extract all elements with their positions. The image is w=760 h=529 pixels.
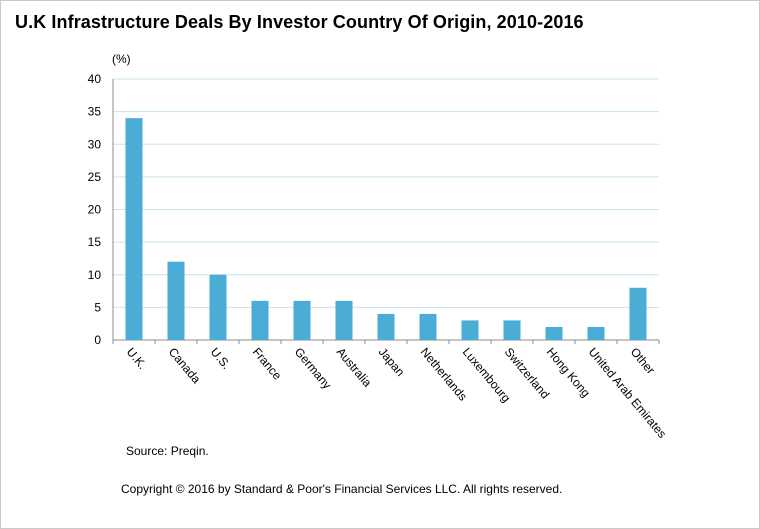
chart-title: U.K Infrastructure Deals By Investor Cou… [15,12,584,32]
y-tick-label: 30 [88,137,102,151]
bar [545,326,563,340]
bar [377,313,395,340]
bar [419,313,437,340]
x-tick-label: U.S. [208,345,234,372]
x-tick-label: Canada [166,345,204,386]
source-note: Source: Preqin. [126,444,209,458]
y-tick-label: 15 [88,235,102,249]
bar [125,118,143,341]
x-tick-label: U.K. [124,345,150,372]
y-tick-label: 5 [94,300,101,314]
y-tick-label: 25 [88,170,102,184]
x-tick-label: Germany [292,345,334,392]
y-tick-label: 35 [88,105,102,119]
bar [209,274,227,340]
y-tick-label: 40 [88,72,102,86]
bar [629,287,647,340]
bar [335,300,353,340]
x-tick-label: Other [628,345,658,377]
y-tick-label: 20 [88,203,102,217]
x-tick-label: Japan [376,345,408,379]
bar [293,300,311,340]
bar [587,326,605,340]
bar [167,261,185,340]
bar [461,320,479,340]
bar [251,300,269,340]
y-axis-unit-label: (%) [112,52,131,66]
x-tick-label: France [250,345,285,383]
copyright-note: Copyright © 2016 by Standard & Poor's Fi… [121,482,563,496]
x-tick-label: United Arab Emirates [586,345,670,441]
y-tick-label: 10 [88,268,102,282]
y-tick-label: 0 [94,333,101,347]
x-tick-label: Australia [334,345,375,390]
bar [503,320,521,340]
